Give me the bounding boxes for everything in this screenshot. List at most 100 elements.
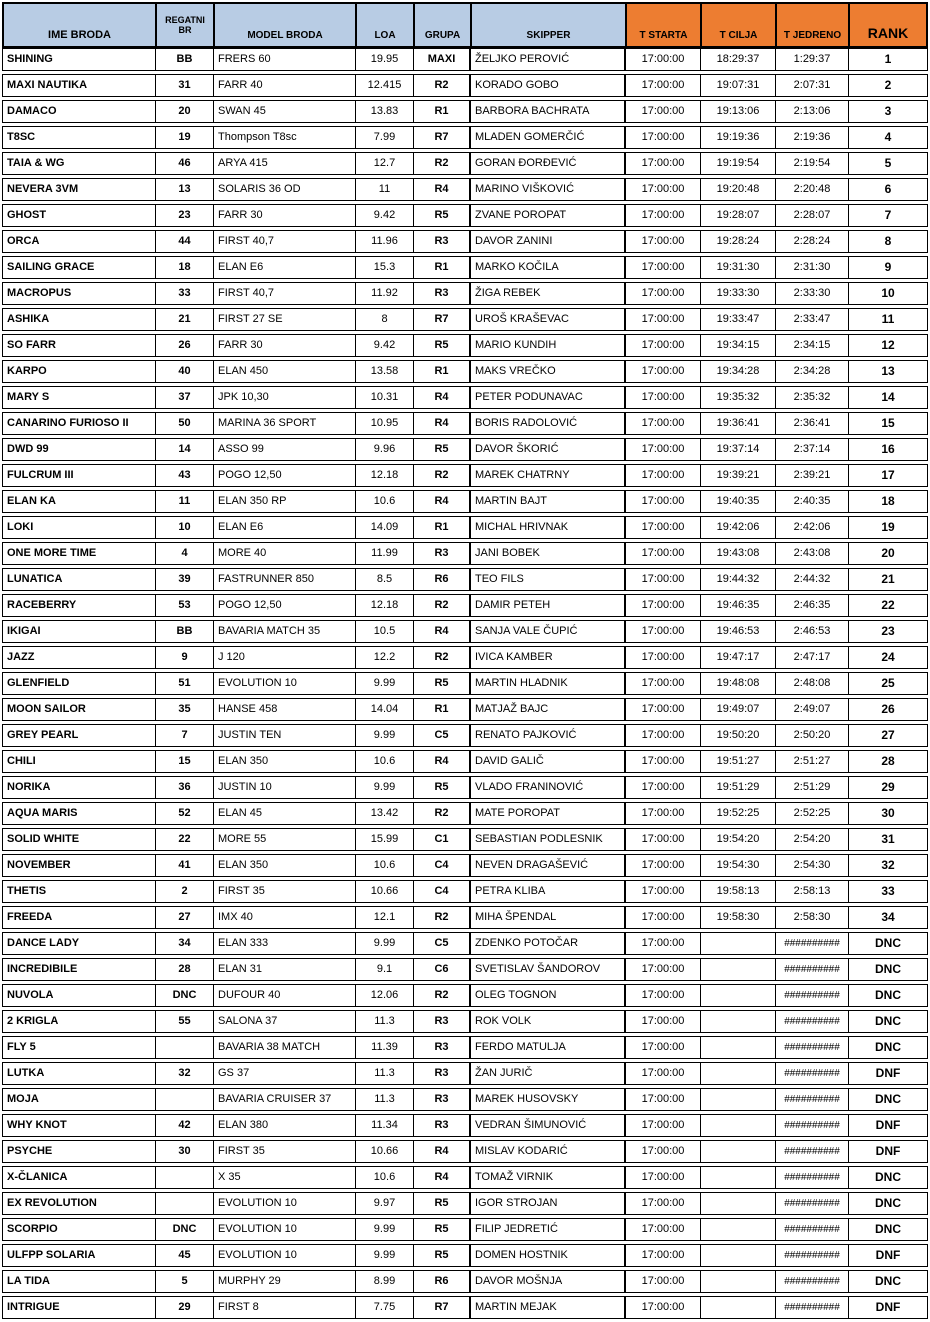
cell-grupa[interactable]: R2	[414, 803, 471, 824]
cell-t-jedreno[interactable]: ##########	[776, 985, 849, 1006]
cell-regatni-br[interactable]: 14	[156, 439, 214, 460]
cell-ime-broda[interactable]: DANCE LADY	[3, 933, 156, 954]
cell-regatni-br[interactable]: 43	[156, 465, 214, 486]
cell-ime-broda[interactable]: 2 KRIGLA	[3, 1011, 156, 1032]
cell-skipper[interactable]: MARTIN BAJT	[471, 491, 626, 512]
cell-rank[interactable]: 21	[881, 572, 895, 586]
cell-t-cilja[interactable]: 19:13:06	[701, 101, 776, 122]
cell-t-starta[interactable]: 17:00:00	[626, 491, 701, 512]
cell-loa[interactable]: 11	[356, 179, 414, 200]
column-header-loa[interactable]: LOA	[357, 4, 415, 46]
column-header-rank[interactable]: RANK	[850, 4, 926, 46]
cell-loa[interactable]: 13.42	[356, 803, 414, 824]
cell-loa[interactable]: 13.83	[356, 101, 414, 122]
cell-t-starta[interactable]: 17:00:00	[626, 257, 701, 278]
cell-loa[interactable]: 9.99	[356, 725, 414, 746]
cell-skipper[interactable]: MISLAV KODARIĆ	[471, 1141, 626, 1162]
cell-grupa[interactable]: R1	[414, 517, 471, 538]
cell-rank[interactable]: DNF	[875, 1300, 901, 1314]
cell-rank[interactable]: 32	[881, 858, 895, 872]
cell-t-starta[interactable]: 17:00:00	[626, 1011, 701, 1032]
cell-t-cilja[interactable]	[701, 1037, 776, 1058]
cell-regatni-br[interactable]: 55	[156, 1011, 214, 1032]
cell-loa[interactable]: 13.58	[356, 361, 414, 382]
cell-t-starta[interactable]: 17:00:00	[626, 517, 701, 538]
cell-loa[interactable]: 8	[356, 309, 414, 330]
cell-model-broda[interactable]: MORE 55	[214, 829, 356, 850]
cell-rank[interactable]: 12	[881, 338, 895, 352]
cell-regatni-br[interactable]: 23	[156, 205, 214, 226]
cell-t-cilja[interactable]	[701, 1011, 776, 1032]
cell-t-starta[interactable]: 17:00:00	[626, 153, 701, 174]
cell-regatni-br[interactable]: 21	[156, 309, 214, 330]
cell-ime-broda[interactable]: INCREDIBILE	[3, 959, 156, 980]
cell-ime-broda[interactable]: GHOST	[3, 205, 156, 226]
cell-skipper[interactable]: FERDO MATULJA	[471, 1037, 626, 1058]
cell-grupa[interactable]: C4	[414, 881, 471, 902]
cell-skipper[interactable]: RENATO PAJKOVIĆ	[471, 725, 626, 746]
cell-rank[interactable]: 11	[881, 312, 895, 326]
cell-ime-broda[interactable]: X-ČLANICA	[3, 1167, 156, 1188]
cell-skipper[interactable]: OLEG TOGNON	[471, 985, 626, 1006]
cell-t-jedreno[interactable]: 2:46:35	[776, 595, 849, 616]
cell-loa[interactable]: 9.99	[356, 933, 414, 954]
cell-t-starta[interactable]: 17:00:00	[626, 1115, 701, 1136]
cell-ime-broda[interactable]: PSYCHE	[3, 1141, 156, 1162]
cell-ime-broda[interactable]: ELAN KA	[3, 491, 156, 512]
cell-t-jedreno[interactable]: 2:49:07	[776, 699, 849, 720]
cell-rank[interactable]: 34	[881, 910, 895, 924]
cell-t-starta[interactable]: 17:00:00	[626, 1167, 701, 1188]
cell-regatni-br[interactable]: DNC	[156, 1219, 214, 1240]
cell-skipper[interactable]: UROŠ KRAŠEVAC	[471, 309, 626, 330]
cell-ime-broda[interactable]: NEVERA 3VM	[3, 179, 156, 200]
cell-rank[interactable]: 28	[881, 754, 895, 768]
cell-t-starta[interactable]: 17:00:00	[626, 829, 701, 850]
cell-rank[interactable]: DNC	[875, 1274, 901, 1288]
cell-skipper[interactable]: VLADO FRANINOVIĆ	[471, 777, 626, 798]
cell-loa[interactable]: 9.42	[356, 205, 414, 226]
column-header-skipper[interactable]: SKIPPER	[472, 4, 627, 46]
cell-skipper[interactable]: PETRA KLIBA	[471, 881, 626, 902]
cell-t-starta[interactable]: 17:00:00	[626, 621, 701, 642]
cell-t-starta[interactable]: 17:00:00	[626, 387, 701, 408]
cell-loa[interactable]: 11.34	[356, 1115, 414, 1136]
cell-grupa[interactable]: R3	[414, 543, 471, 564]
cell-regatni-br[interactable]	[156, 1193, 214, 1214]
cell-loa[interactable]: 9.99	[356, 777, 414, 798]
cell-loa[interactable]: 12.2	[356, 647, 414, 668]
cell-regatni-br[interactable]: 11	[156, 491, 214, 512]
cell-loa[interactable]: 10.66	[356, 881, 414, 902]
cell-regatni-br[interactable]: 2	[156, 881, 214, 902]
cell-t-cilja[interactable]	[701, 1245, 776, 1266]
cell-skipper[interactable]: DAVOR ŠKORIĆ	[471, 439, 626, 460]
cell-skipper[interactable]: DAVOR MOŠNJA	[471, 1271, 626, 1292]
cell-grupa[interactable]: R3	[414, 1011, 471, 1032]
cell-skipper[interactable]: MATE POROPAT	[471, 803, 626, 824]
cell-t-jedreno[interactable]: ##########	[776, 1063, 849, 1084]
cell-t-starta[interactable]: 17:00:00	[626, 1219, 701, 1240]
cell-grupa[interactable]: R5	[414, 1219, 471, 1240]
cell-grupa[interactable]: R1	[414, 101, 471, 122]
cell-regatni-br[interactable]: 9	[156, 647, 214, 668]
cell-t-starta[interactable]: 17:00:00	[626, 699, 701, 720]
cell-regatni-br[interactable]	[156, 1167, 214, 1188]
cell-skipper[interactable]: MLADEN GOMERČIĆ	[471, 127, 626, 148]
cell-grupa[interactable]: C6	[414, 959, 471, 980]
cell-t-cilja[interactable]: 19:58:13	[701, 881, 776, 902]
cell-model-broda[interactable]: FIRST 8	[214, 1297, 356, 1318]
cell-grupa[interactable]: R5	[414, 777, 471, 798]
cell-model-broda[interactable]: ASSO 99	[214, 439, 356, 460]
cell-grupa[interactable]: C1	[414, 829, 471, 850]
cell-regatni-br[interactable]: 20	[156, 101, 214, 122]
cell-ime-broda[interactable]: TAIA & WG	[3, 153, 156, 174]
cell-t-starta[interactable]: 17:00:00	[626, 1245, 701, 1266]
cell-regatni-br[interactable]	[156, 1037, 214, 1058]
cell-t-cilja[interactable]: 19:42:06	[701, 517, 776, 538]
cell-t-starta[interactable]: 17:00:00	[626, 985, 701, 1006]
cell-loa[interactable]: 11.39	[356, 1037, 414, 1058]
cell-ime-broda[interactable]: ORCA	[3, 231, 156, 252]
cell-t-cilja[interactable]: 19:19:54	[701, 153, 776, 174]
cell-t-cilja[interactable]: 19:07:31	[701, 75, 776, 96]
cell-loa[interactable]: 7.99	[356, 127, 414, 148]
cell-ime-broda[interactable]: MOJA	[3, 1089, 156, 1110]
